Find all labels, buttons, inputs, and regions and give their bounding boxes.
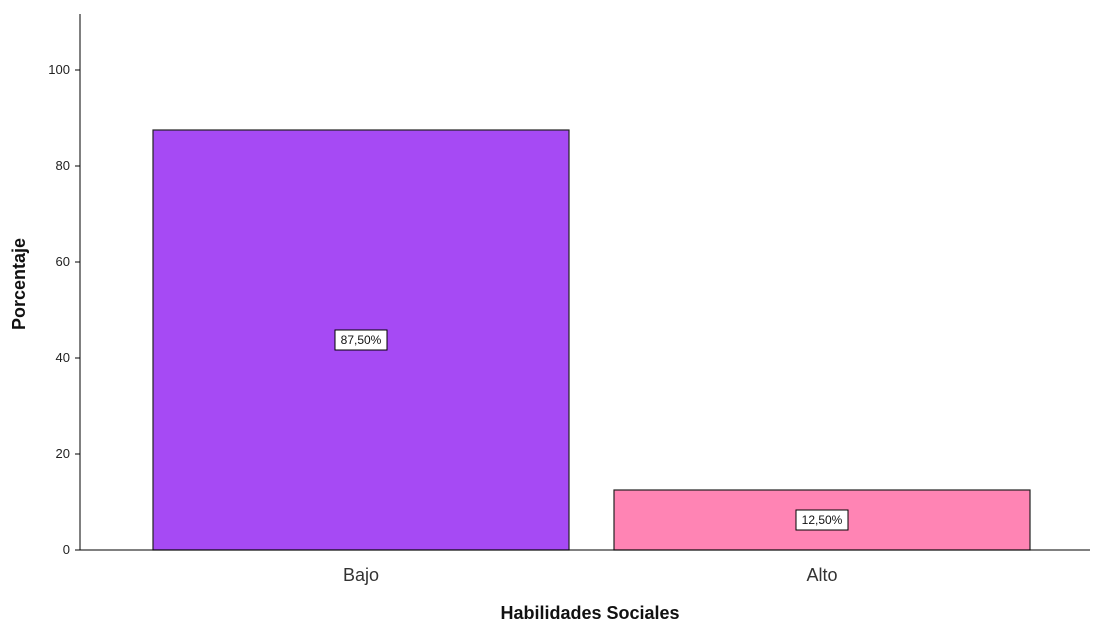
y-tick-label: 80 — [56, 158, 70, 173]
y-tick-label: 0 — [63, 542, 70, 557]
data-label: 12,50% — [795, 509, 849, 531]
y-tick-label: 100 — [48, 62, 70, 77]
data-label-text: 87,50% — [341, 333, 382, 347]
x-tick-label: Alto — [806, 565, 837, 585]
x-axis-title: Habilidades Sociales — [500, 603, 679, 622]
data-label-box — [795, 509, 849, 531]
x-axis-tick-labels: Bajo Alto — [343, 565, 838, 585]
bars-group — [152, 129, 1031, 551]
x-tick-label: Bajo — [343, 565, 379, 585]
y-tick-label: 20 — [56, 446, 70, 461]
data-label: 87,50% — [334, 329, 388, 351]
data-label-text: 12,50% — [802, 513, 843, 527]
data-label-box — [334, 329, 388, 351]
y-tick-label: 60 — [56, 254, 70, 269]
data-labels: 87,50% 12,50% — [334, 329, 849, 531]
y-axis-ticks: 0 20 40 60 80 100 — [48, 62, 80, 557]
y-axis-title: Porcentaje — [9, 238, 29, 330]
y-tick-label: 40 — [56, 350, 70, 365]
